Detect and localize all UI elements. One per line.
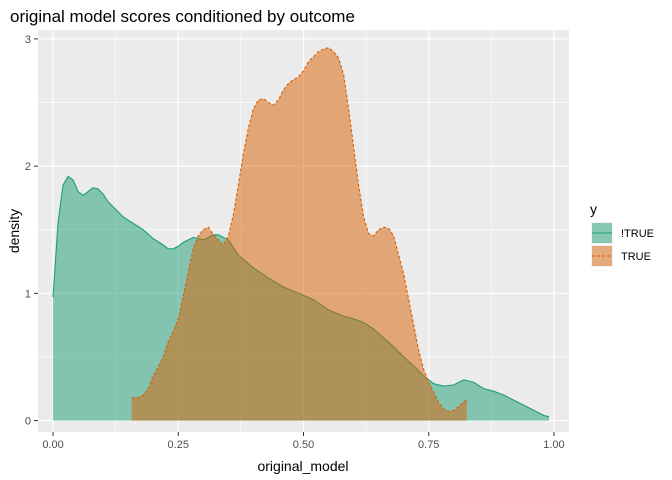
x-tick-label: 0.50 xyxy=(293,439,314,451)
y-axis: 0 1 2 3 xyxy=(25,34,38,428)
legend-label-true: TRUE xyxy=(621,251,651,263)
legend: y !TRUE TRUE xyxy=(590,201,654,267)
chart-title: original model scores conditioned by out… xyxy=(10,7,355,26)
x-tick-label: 1.00 xyxy=(543,439,564,451)
x-axis: 0.00 0.25 0.50 0.75 1.00 xyxy=(42,432,565,451)
x-tick-label: 0.75 xyxy=(418,439,439,451)
legend-title: y xyxy=(590,201,597,217)
y-tick-label: 3 xyxy=(25,34,31,46)
x-tick-label: 0.00 xyxy=(42,439,63,451)
x-tick-label: 0.25 xyxy=(168,439,189,451)
y-tick-label: 0 xyxy=(25,416,31,428)
density-line-true xyxy=(52,175,550,418)
density-line-true xyxy=(131,47,468,413)
x-axis-title: original_model xyxy=(257,458,348,474)
density-area-true xyxy=(131,47,467,421)
y-tick-label: 1 xyxy=(25,288,31,300)
density-areas xyxy=(52,47,550,421)
y-axis-title: density xyxy=(6,209,22,253)
legend-label-true: !TRUE xyxy=(621,228,654,240)
y-tick-label: 2 xyxy=(25,161,31,173)
